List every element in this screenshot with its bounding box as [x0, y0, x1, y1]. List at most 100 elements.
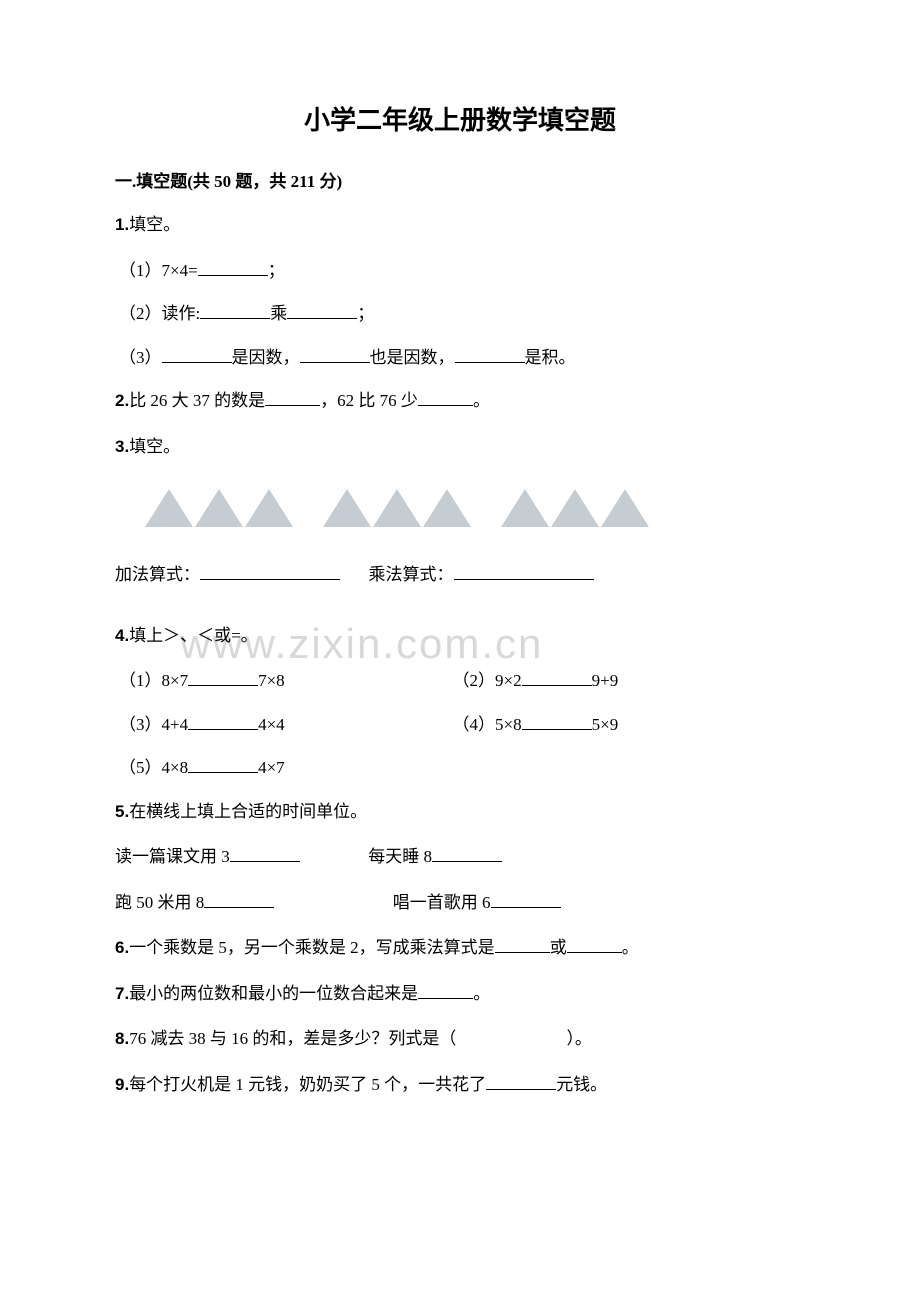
q1-sub3: （3）是因数，也是因数，是积。: [115, 345, 805, 371]
question-5: 5.在横线上填上合适的时间单位。: [115, 799, 805, 825]
q1-sub2-prefix: （2）读作:: [119, 304, 200, 323]
q7-prefix: 最小的两位数和最小的一位数合起来是: [129, 984, 418, 1003]
blank: [491, 890, 561, 908]
q1-sub1-prefix: （1）7×4=: [119, 261, 198, 280]
blank: [162, 345, 232, 363]
q8-prefix: 76 减去 38 与 16 的和，差是多少？列式是（: [129, 1029, 456, 1048]
triangle-icon: [373, 489, 421, 527]
q4-sub1-l: （1）8×7: [119, 671, 188, 690]
question-1: 1.填空。: [115, 212, 805, 238]
triangle-diagram: [145, 489, 805, 527]
blank: [432, 844, 502, 862]
question-4: 4.填上＞、＜或=。: [115, 623, 805, 649]
q2-mid: ，62 比 76 少: [320, 391, 418, 410]
blank: [198, 258, 268, 276]
triangle-icon: [551, 489, 599, 527]
question-8: 8.76 减去 38 与 16 的和，差是多少？列式是（ ）。: [115, 1026, 805, 1052]
blank: [188, 712, 258, 730]
q6-number: 6.: [115, 938, 129, 957]
q2-number: 2.: [115, 391, 129, 410]
q8-suffix: ）。: [566, 1029, 592, 1048]
q5-text: 在横线上填上合适的时间单位。: [129, 802, 367, 821]
q4-sub3-r: 4×4: [258, 715, 285, 734]
blank: [522, 668, 592, 686]
triangle-group-3: [501, 489, 649, 527]
q4-sub1-r: 7×8: [258, 671, 285, 690]
q4-sub5-l: （5）4×8: [119, 758, 188, 777]
q7-number: 7.: [115, 984, 129, 1003]
q4-sub4-r: 5×9: [592, 715, 619, 734]
blank: [486, 1072, 556, 1090]
triangle-icon: [245, 489, 293, 527]
blank: [300, 345, 370, 363]
q3-text: 填空。: [129, 437, 180, 456]
q9-prefix: 每个打火机是 1 元钱，奶奶买了 5 个，一共花了: [129, 1075, 486, 1094]
q5-row2: 跑 50 米用 8 唱一首歌用 6: [115, 890, 805, 916]
triangle-icon: [145, 489, 193, 527]
q4-row1: （1）8×7 7×8 （2）9×2 9+9: [115, 668, 805, 694]
q4-sub3-l: （3）4+4: [119, 715, 188, 734]
q6-suffix: 。: [622, 938, 639, 957]
q1-sub3-part2: 也是因数，: [370, 348, 455, 367]
question-3: 3.填空。: [115, 434, 805, 460]
q6-mid: 或: [550, 938, 567, 957]
q1-number: 1.: [115, 215, 129, 234]
blank: [455, 345, 525, 363]
triangle-group-2: [323, 489, 471, 527]
q5-line1a: 读一篇课文用 3: [115, 847, 230, 866]
q5-line1b: 每天睡 8: [368, 847, 432, 866]
q5-line2a: 跑 50 米用 8: [115, 893, 204, 912]
q4-sub2-l: （2）9×2: [453, 671, 522, 690]
blank: [265, 388, 320, 406]
blank: [230, 844, 300, 862]
q5-line2b: 唱一首歌用 6: [393, 893, 491, 912]
blank: [188, 668, 258, 686]
q3-mult-label: 乘法算式：: [369, 565, 454, 584]
question-9: 9.每个打火机是 1 元钱，奶奶买了 5 个，一共花了 元钱。: [115, 1072, 805, 1098]
document-content: 小学二年级上册数学填空题 一.填空题(共 50 题，共 211 分) 1.填空。…: [115, 100, 805, 1097]
q4-row3: （5）4×8 4×7: [115, 755, 805, 781]
triangle-icon: [423, 489, 471, 527]
blank: [200, 562, 340, 580]
blank: [200, 301, 270, 319]
blank: [418, 388, 473, 406]
q1-text: 填空。: [129, 215, 180, 234]
blank: [204, 890, 274, 908]
question-2: 2.比 26 大 37 的数是 ，62 比 76 少 。: [115, 388, 805, 414]
q4-text: 填上＞、＜或=。: [129, 626, 258, 645]
q6-prefix: 一个乘数是 5，另一个乘数是 2，写成乘法算式是: [129, 938, 495, 957]
q2-prefix: 比 26 大 37 的数是: [129, 391, 265, 410]
q5-row1: 读一篇课文用 3 每天睡 8: [115, 844, 805, 870]
q9-suffix: 元钱。: [556, 1075, 607, 1094]
triangle-icon: [323, 489, 371, 527]
q4-sub4-l: （4）5×8: [453, 715, 522, 734]
q3-formulas: 加法算式： 乘法算式：: [115, 562, 805, 588]
q3-number: 3.: [115, 437, 129, 456]
triangle-group-1: [145, 489, 293, 527]
q1-sub1: （1）7×4=；: [115, 258, 805, 284]
q2-suffix: 。: [473, 391, 490, 410]
q3-add-label: 加法算式：: [115, 565, 200, 584]
q1-sub2-suffix: ；: [357, 304, 374, 323]
q9-number: 9.: [115, 1075, 129, 1094]
question-7: 7.最小的两位数和最小的一位数合起来是 。: [115, 981, 805, 1007]
page-title: 小学二年级上册数学填空题: [115, 100, 805, 137]
blank: [188, 755, 258, 773]
q1-sub2: （2）读作:乘；: [115, 301, 805, 327]
blank: [418, 981, 473, 999]
triangle-icon: [195, 489, 243, 527]
q5-number: 5.: [115, 802, 129, 821]
q4-sub2-r: 9+9: [592, 671, 619, 690]
blank: [522, 712, 592, 730]
section-header: 一.填空题(共 50 题，共 211 分): [115, 167, 805, 192]
q4-sub5-r: 4×7: [258, 758, 285, 777]
q4-number: 4.: [115, 626, 129, 645]
triangle-icon: [601, 489, 649, 527]
blank: [495, 935, 550, 953]
q4-row2: （3）4+4 4×4 （4）5×8 5×9: [115, 712, 805, 738]
q1-sub3-part1: 是因数，: [232, 348, 300, 367]
q7-suffix: 。: [473, 984, 490, 1003]
blank: [287, 301, 357, 319]
q1-sub3-part3: 是积。: [525, 348, 576, 367]
q8-number: 8.: [115, 1029, 129, 1048]
